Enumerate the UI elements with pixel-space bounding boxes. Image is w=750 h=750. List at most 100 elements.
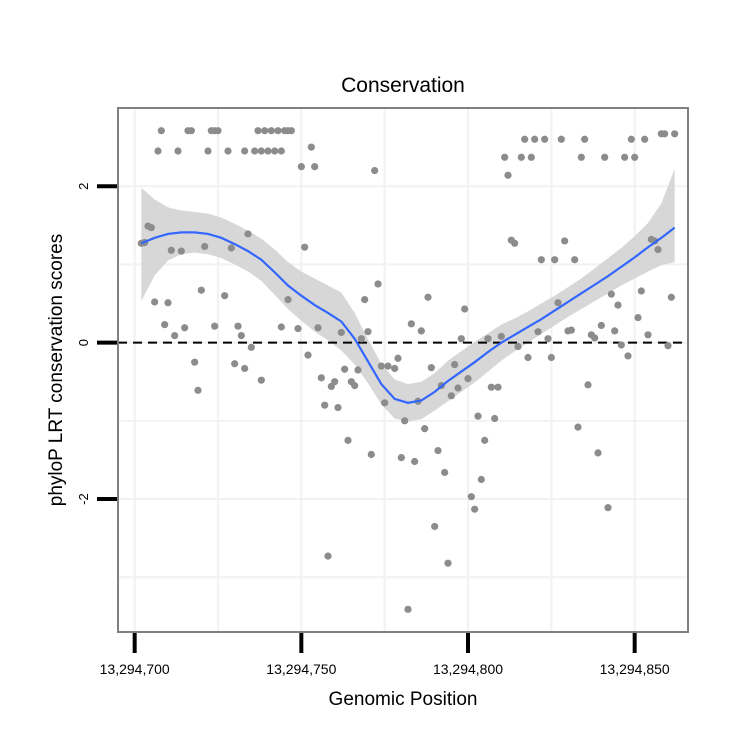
data-point bbox=[521, 135, 529, 143]
data-point bbox=[164, 299, 172, 307]
data-point bbox=[311, 163, 319, 171]
data-point bbox=[447, 392, 455, 400]
data-point bbox=[197, 286, 205, 294]
data-point bbox=[511, 239, 519, 247]
data-point bbox=[294, 324, 302, 333]
data-point bbox=[384, 362, 392, 370]
points-layer bbox=[137, 127, 679, 613]
data-point bbox=[267, 127, 275, 135]
data-point bbox=[494, 383, 502, 391]
y-tick-label: 0 bbox=[76, 339, 91, 346]
data-point bbox=[381, 399, 389, 407]
data-point bbox=[244, 230, 252, 238]
data-point bbox=[257, 376, 265, 384]
data-point bbox=[597, 321, 605, 330]
data-point bbox=[361, 296, 369, 304]
data-point bbox=[227, 244, 235, 252]
y-axis: -2 0 2 bbox=[76, 183, 117, 505]
data-point bbox=[187, 127, 195, 135]
data-point bbox=[241, 364, 249, 373]
data-point bbox=[474, 412, 482, 420]
data-point bbox=[277, 147, 285, 155]
data-point bbox=[534, 328, 542, 336]
x-axis: 13,294,700 13,294,750 13,294,800 13,294,850 bbox=[100, 633, 670, 677]
data-point bbox=[421, 425, 429, 433]
data-point bbox=[531, 135, 539, 143]
data-point bbox=[301, 243, 309, 251]
data-point bbox=[557, 135, 565, 143]
data-point bbox=[561, 237, 569, 245]
data-point bbox=[307, 143, 315, 151]
data-point bbox=[671, 130, 679, 138]
data-point bbox=[274, 127, 282, 135]
data-point bbox=[481, 436, 489, 444]
data-point bbox=[404, 605, 412, 613]
data-point bbox=[304, 351, 312, 359]
data-point bbox=[247, 343, 255, 351]
data-point bbox=[191, 358, 199, 366]
data-point bbox=[604, 504, 612, 512]
data-point bbox=[541, 135, 549, 143]
data-point bbox=[341, 365, 349, 373]
data-point bbox=[287, 127, 295, 135]
data-point bbox=[277, 323, 285, 331]
data-point bbox=[167, 246, 175, 254]
data-point bbox=[367, 450, 375, 459]
data-point bbox=[221, 292, 229, 300]
data-point bbox=[654, 245, 662, 254]
data-point bbox=[591, 334, 599, 342]
data-point bbox=[161, 321, 169, 329]
data-point bbox=[174, 147, 182, 155]
data-point bbox=[574, 423, 582, 431]
data-point bbox=[487, 383, 495, 391]
data-point bbox=[151, 298, 159, 306]
data-point bbox=[357, 335, 365, 343]
data-point bbox=[621, 153, 629, 161]
data-point bbox=[454, 384, 462, 392]
data-point bbox=[427, 364, 435, 372]
data-point bbox=[211, 322, 219, 330]
y-tick-label: 2 bbox=[76, 183, 91, 190]
data-point bbox=[154, 147, 162, 155]
data-point bbox=[594, 449, 602, 457]
data-point bbox=[181, 324, 189, 332]
data-point bbox=[581, 135, 589, 143]
x-tick-label: 13,294,800 bbox=[433, 661, 503, 677]
data-point bbox=[434, 446, 442, 455]
data-point bbox=[461, 305, 469, 313]
data-point bbox=[391, 364, 399, 373]
data-point bbox=[527, 153, 535, 161]
data-point bbox=[394, 354, 402, 362]
data-point bbox=[664, 342, 672, 350]
data-point bbox=[417, 327, 425, 335]
data-point bbox=[214, 127, 222, 135]
confidence-band bbox=[141, 169, 675, 422]
data-point bbox=[271, 147, 279, 155]
data-point bbox=[261, 127, 269, 135]
data-point bbox=[224, 147, 232, 155]
x-tick-label: 13,294,750 bbox=[266, 661, 336, 677]
data-point bbox=[567, 326, 575, 334]
data-point bbox=[584, 381, 592, 389]
data-point bbox=[611, 327, 619, 335]
data-point bbox=[644, 331, 652, 339]
data-point bbox=[237, 331, 245, 340]
data-point bbox=[451, 360, 459, 369]
data-point bbox=[324, 552, 332, 560]
y-tick-label: -2 bbox=[76, 493, 91, 505]
data-point bbox=[551, 256, 559, 264]
data-point bbox=[374, 280, 382, 288]
data-point bbox=[171, 331, 179, 340]
data-point bbox=[634, 314, 642, 322]
data-point bbox=[354, 366, 362, 374]
data-point bbox=[351, 382, 359, 390]
data-point bbox=[264, 147, 272, 155]
data-point bbox=[607, 290, 615, 298]
data-point bbox=[194, 386, 202, 394]
data-point bbox=[641, 135, 649, 143]
x-tick-label: 13,294,700 bbox=[100, 661, 170, 677]
data-point bbox=[314, 324, 322, 332]
data-point bbox=[501, 153, 509, 161]
data-point bbox=[331, 378, 339, 386]
data-point bbox=[411, 457, 419, 466]
